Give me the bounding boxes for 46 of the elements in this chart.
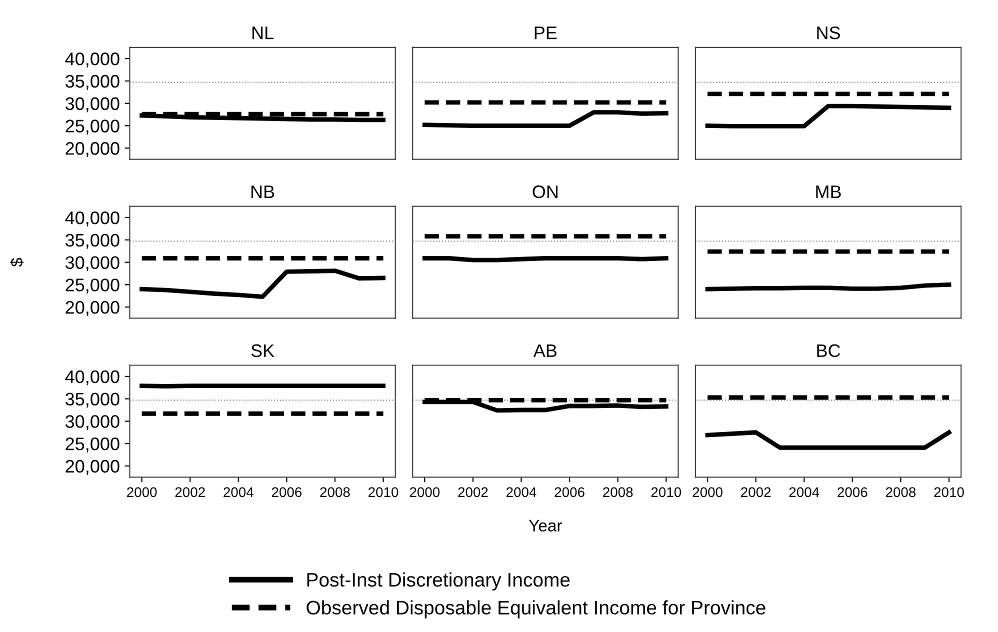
y-tick-label: 40,000 (65, 370, 120, 386)
x-tick-label: 2004 (506, 487, 536, 498)
x-tick-label: 2006 (272, 487, 302, 498)
x-tick-label: 2002 (175, 487, 205, 498)
chart-title: ON (532, 185, 558, 198)
x-tick-label: 2000 (127, 487, 157, 498)
x-tick-label: 2008 (320, 487, 350, 498)
x-axis-title: Year (528, 520, 562, 532)
x-tick-label: 2004 (224, 487, 254, 498)
chart-title: PE (534, 26, 557, 40)
y-tick-label: 20,000 (66, 300, 120, 316)
y-tick-label: 25,000 (66, 438, 120, 452)
x-tick-label: 2000 (410, 487, 440, 498)
x-tick-label: 2008 (603, 487, 633, 498)
x-tick-label: 2004 (789, 487, 820, 498)
x-tick-label: 2002 (458, 487, 488, 498)
x-tick-label: 2000 (692, 487, 722, 498)
x-tick-label: 2006 (838, 487, 868, 498)
legend-label: Post-Inst Discretionary Income (307, 572, 570, 591)
x-tick-label: 2010 (368, 487, 398, 498)
x-tick-label: 2010 (934, 487, 964, 498)
y-tick-label: 40,000 (65, 211, 120, 226)
chart-title: SK (251, 344, 274, 358)
y-tick-label: 35,000 (65, 392, 120, 408)
y-tick-label: 30,000 (65, 415, 120, 430)
chart-title: NS (817, 26, 840, 40)
chart-title: AB (533, 344, 556, 357)
y-tick-label: 20,000 (66, 460, 120, 475)
y-tick-label: 25,000 (66, 120, 120, 135)
x-tick-label: 2010 (651, 487, 682, 498)
y-tick-label: 35,000 (65, 74, 120, 90)
legend-label: Observed Disposable Equivalent Income for Province (306, 600, 766, 618)
y-tick-label: 35,000 (65, 234, 120, 249)
x-tick-label: 2006 (554, 487, 584, 498)
x-tick-label: 2008 (886, 487, 916, 498)
y-tick-label: 30,000 (65, 256, 120, 272)
chart-title: NL (252, 26, 274, 40)
y-tick-label: 20,000 (66, 142, 120, 157)
chart-title: NB (251, 186, 274, 198)
y-axis-title: $ (10, 258, 24, 267)
chart-title: MB (816, 186, 841, 198)
y-tick-label: 40,000 (65, 52, 120, 68)
chart-title: BC (817, 344, 840, 358)
y-tick-label: 30,000 (65, 97, 120, 112)
x-tick-label: 2002 (741, 487, 771, 498)
y-tick-label: 25,000 (66, 278, 120, 294)
